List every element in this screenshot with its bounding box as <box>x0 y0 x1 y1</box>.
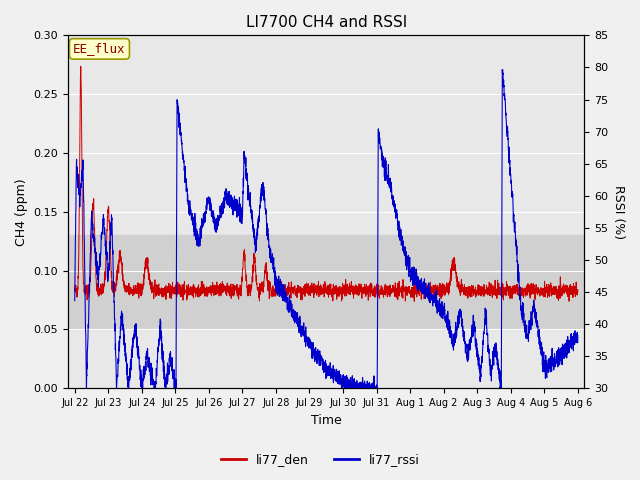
Y-axis label: RSSI (%): RSSI (%) <box>612 185 625 239</box>
X-axis label: Time: Time <box>311 414 342 427</box>
Legend: li77_den, li77_rssi: li77_den, li77_rssi <box>216 448 424 471</box>
Title: LI7700 CH4 and RSSI: LI7700 CH4 and RSSI <box>246 15 407 30</box>
Text: EE_flux: EE_flux <box>73 42 125 55</box>
Bar <box>68 235 584 329</box>
Y-axis label: CH4 (ppm): CH4 (ppm) <box>15 178 28 246</box>
